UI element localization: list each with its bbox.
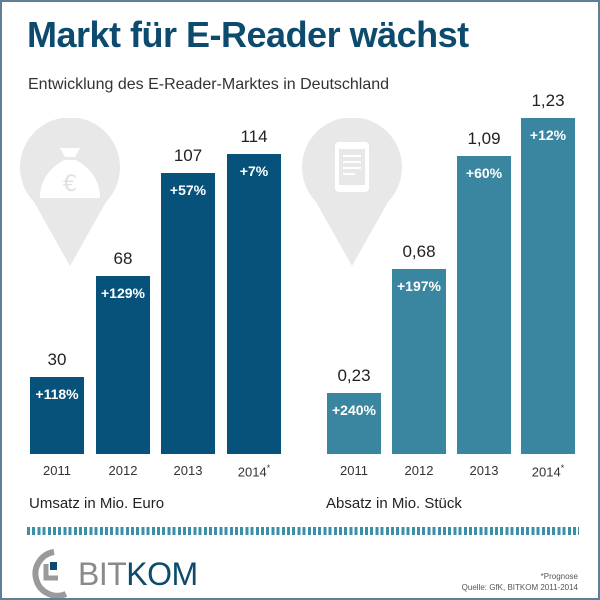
- growth-label: +240%: [332, 401, 376, 418]
- footnote: *Prognose: [540, 572, 578, 581]
- value-label: 68: [113, 248, 133, 268]
- growth-label: +118%: [35, 385, 79, 402]
- year-tick: 2012: [108, 463, 138, 478]
- value-label: 107: [173, 145, 203, 165]
- year-tick: 2011: [340, 463, 368, 478]
- value-label: 0,23: [337, 365, 371, 385]
- year-tick: 2013: [173, 463, 203, 478]
- year-tick: 2012: [404, 463, 434, 478]
- year-tick: 2014*: [237, 463, 271, 480]
- growth-label: +197%: [397, 278, 441, 295]
- value-label: 1,09: [467, 129, 501, 149]
- money-bag-euro-icon: €: [20, 118, 120, 266]
- bar: [160, 171, 216, 455]
- value-label: 30: [47, 349, 67, 369]
- bar: [226, 153, 282, 455]
- bar: [95, 274, 151, 455]
- value-label: 1,23: [531, 91, 565, 110]
- growth-label: +12%: [529, 127, 567, 143]
- tablet-icon: [302, 118, 402, 266]
- subtitle: Entwicklung des E-Reader-Marktes in Deut…: [28, 76, 390, 93]
- year-tick: 2014*: [531, 463, 565, 480]
- year-tick: 2011: [43, 463, 71, 478]
- source: Quelle: GfK, BITKOM 2011-2014: [461, 583, 578, 592]
- growth-label: +7%: [239, 163, 269, 179]
- bar: [456, 155, 512, 455]
- logo-kom: KOM: [126, 556, 198, 592]
- bar: [326, 391, 382, 455]
- divider: [27, 527, 579, 535]
- right-axis-label: Absatz in Mio. Stück: [326, 495, 462, 512]
- growth-label: +129%: [101, 284, 145, 301]
- svg-text:€: €: [63, 172, 77, 197]
- year-tick: 2013: [469, 463, 499, 478]
- bar: [391, 268, 447, 455]
- value-label: 114: [240, 127, 268, 146]
- page-title: Markt für E-Reader wächst: [27, 14, 469, 55]
- value-label: 0,68: [402, 242, 436, 262]
- bar: [29, 375, 85, 455]
- bar: [520, 117, 576, 455]
- growth-label: +57%: [169, 181, 207, 198]
- bitkom-logo: BITKOM: [24, 548, 204, 598]
- growth-label: +60%: [465, 165, 503, 182]
- left-axis-label: Umsatz in Mio. Euro: [29, 495, 165, 512]
- logo-bit: BIT: [78, 556, 127, 592]
